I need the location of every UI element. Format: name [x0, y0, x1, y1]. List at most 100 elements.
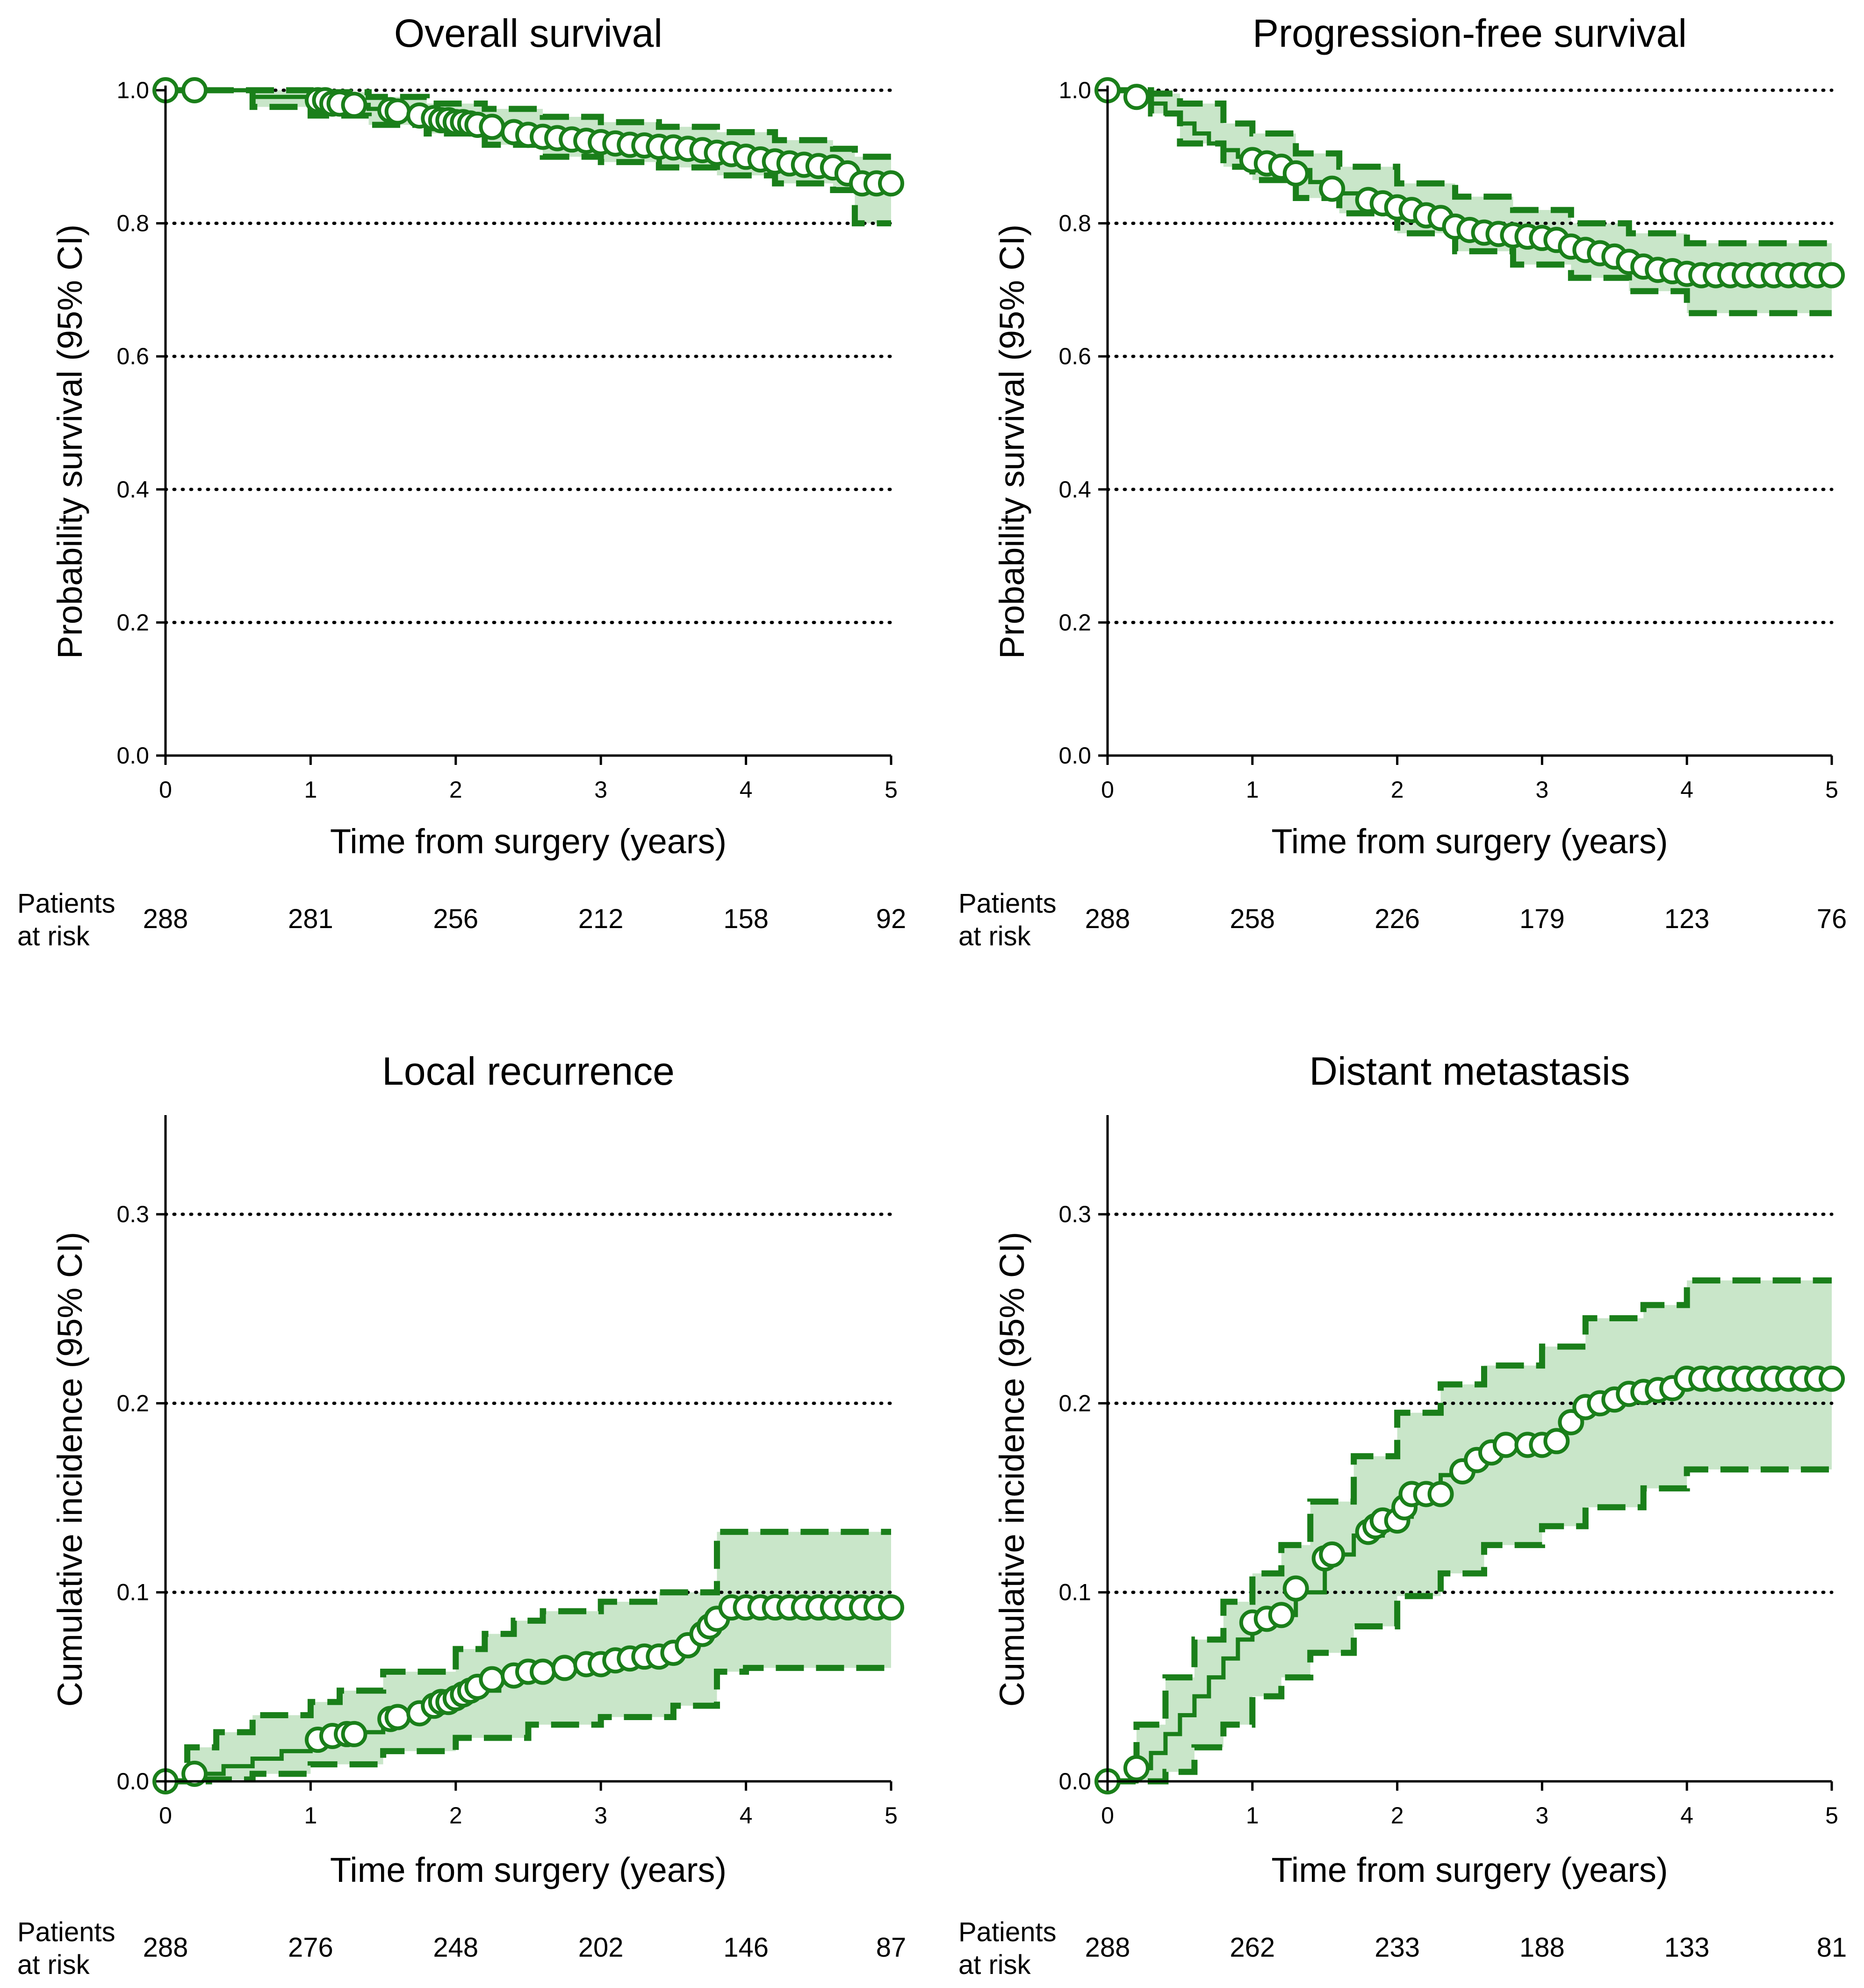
ci-band [1108, 1280, 1832, 1781]
chart-title: Distant metastasis [1309, 1049, 1630, 1093]
y-tick-label: 0.3 [116, 1201, 149, 1227]
y-tick-label: 1.0 [1058, 77, 1091, 103]
censor-marker [181, 77, 208, 103]
risk-count: 226 [1375, 904, 1420, 934]
censor-marker [1543, 1428, 1570, 1455]
y-tick-label: 0.6 [116, 343, 149, 369]
censor-marker [530, 1658, 556, 1685]
y-tick-label: 0.3 [1058, 1201, 1091, 1227]
censor-marker [1282, 1575, 1309, 1602]
y-tick-label: 0.0 [1058, 1768, 1091, 1794]
risk-count: 92 [876, 904, 907, 934]
x-tick-label: 4 [740, 1802, 753, 1829]
y-tick-label: 0.0 [116, 1768, 149, 1794]
risk-count: 276 [288, 1932, 333, 1963]
ci-lower-line [166, 1664, 891, 1785]
censor-marker [384, 98, 411, 125]
x-axis-label: Time from surgery (years) [1271, 1851, 1668, 1889]
y-tick-label: 0.2 [1058, 609, 1091, 635]
x-tick-label: 1 [1246, 1802, 1259, 1829]
x-tick-label: 5 [1825, 777, 1838, 803]
ci-upper-line [1108, 1277, 1832, 1785]
censor-marker [551, 1655, 578, 1681]
risk-table-label: Patients [17, 1917, 115, 1947]
risk-count: 288 [1085, 1932, 1130, 1963]
y-tick-label: 0.2 [1058, 1390, 1091, 1416]
risk-count: 123 [1664, 904, 1710, 934]
censor-marker [1268, 1602, 1295, 1628]
risk-count: 202 [578, 1932, 624, 1963]
x-tick-label: 3 [1535, 1802, 1548, 1829]
risk-count: 212 [578, 904, 624, 934]
x-tick-label: 3 [594, 1802, 607, 1829]
x-tick-label: 5 [1825, 1802, 1838, 1829]
x-tick-label: 0 [1101, 1802, 1114, 1829]
x-tick-label: 1 [304, 777, 317, 803]
risk-table-label: at risk [958, 921, 1031, 951]
censor-marker [1282, 160, 1309, 187]
risk-count: 258 [1230, 904, 1275, 934]
censor-marker [1123, 1755, 1150, 1781]
x-tick-label: 3 [1535, 777, 1548, 803]
x-tick-label: 2 [449, 777, 462, 803]
risk-count: 179 [1519, 904, 1565, 934]
risk-table-label: Patients [17, 888, 115, 919]
y-tick-label: 0.8 [116, 210, 149, 237]
censor-marker [1319, 1541, 1346, 1568]
censor-marker [384, 1704, 411, 1730]
risk-count: 288 [1085, 904, 1130, 934]
x-tick-label: 1 [1246, 777, 1259, 803]
censor-marker [1819, 1365, 1845, 1392]
y-tick-label: 0.2 [116, 1390, 149, 1416]
censor-marker [1123, 84, 1150, 110]
censor-marker [479, 1666, 505, 1693]
risk-count: 146 [723, 1932, 769, 1963]
censor-marker [479, 114, 505, 140]
risk-table-label: at risk [958, 1950, 1031, 1980]
ci-upper-line [166, 87, 891, 160]
risk-count: 256 [433, 904, 478, 934]
x-axis-label: Time from surgery (years) [1271, 822, 1668, 861]
risk-table-label: at risk [17, 1950, 90, 1980]
chart-panel-3: Local recurrence 0 1 2 3 4 5 0.0 0.1 0.2 0.3 Time f… [17, 1049, 906, 1980]
censor-marker [1319, 175, 1346, 202]
chart-panel-1: Overall survival 0 1 2 3 4 5 0.0 0.2 0.4 0.6 0.8 1.0… [17, 11, 906, 951]
x-tick-label: 5 [885, 777, 898, 803]
x-tick-label: 4 [1680, 777, 1693, 803]
censor-marker [1492, 1432, 1519, 1458]
x-tick-label: 0 [159, 777, 172, 803]
x-tick-label: 1 [304, 1802, 317, 1829]
risk-count: 133 [1664, 1932, 1710, 1963]
risk-count: 158 [723, 904, 769, 934]
y-tick-label: 0.1 [1058, 1579, 1091, 1606]
censor-marker [341, 1721, 367, 1747]
ci-lower-line [166, 87, 891, 227]
censor-marker [1427, 1481, 1454, 1507]
y-tick-label: 0.6 [1058, 343, 1091, 369]
x-tick-label: 0 [159, 1802, 172, 1829]
chart-title: Progression-free survival [1252, 11, 1687, 55]
ci-lower-line [1108, 87, 1832, 317]
risk-table-label: Patients [958, 888, 1057, 919]
censor-marker [181, 1760, 208, 1787]
y-tick-label: 0.2 [116, 609, 149, 635]
chart-panel-4: Distant metastasis 0 1 2 3 4 5 0.0 0.1 0.2 0.3 Time… [958, 1049, 1847, 1980]
risk-count: 288 [143, 1932, 188, 1963]
risk-count: 87 [876, 1932, 907, 1963]
risk-count: 262 [1230, 1932, 1275, 1963]
risk-count: 233 [1375, 1932, 1420, 1963]
risk-table-label: at risk [17, 921, 90, 951]
risk-count: 281 [288, 904, 333, 934]
x-tick-label: 4 [740, 777, 753, 803]
ci-upper-line [1108, 87, 1832, 246]
censor-marker [341, 92, 367, 118]
risk-count: 288 [143, 904, 188, 934]
y-axis-label: Probability survival (95% CI) [50, 224, 89, 659]
x-tick-label: 2 [449, 1802, 462, 1829]
x-tick-label: 4 [1680, 1802, 1693, 1829]
censor-marker [878, 170, 904, 197]
ci-band [166, 1532, 891, 1781]
x-tick-label: 5 [885, 1802, 898, 1829]
